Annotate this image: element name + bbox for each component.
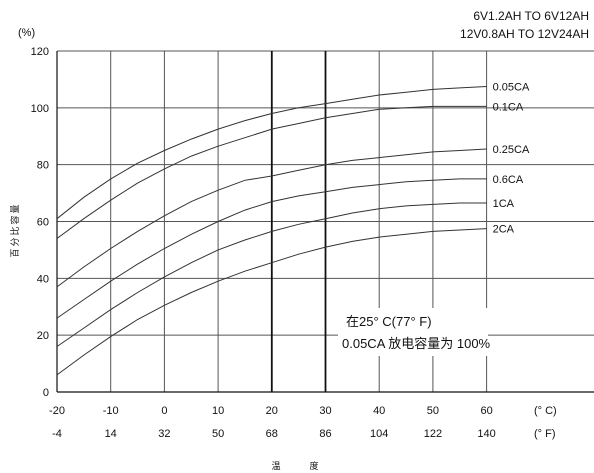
x-tick-label-f: 14 <box>105 428 117 440</box>
x-tick-label-f: 140 <box>477 428 495 440</box>
x-tick-label-c: 60 <box>480 405 492 417</box>
y-tick-label: 80 <box>37 160 49 172</box>
x-tick-label-c: -10 <box>103 405 119 417</box>
x-unit-celsius: (° C) <box>534 405 557 417</box>
series-label-0.6CA: 0.6CA <box>493 174 524 186</box>
y-tick-label: 60 <box>37 217 49 229</box>
x-tick-label-f: 50 <box>212 428 224 440</box>
y-unit: (%) <box>18 27 35 39</box>
y-tick-label: 120 <box>31 46 49 58</box>
series-line-0.25CA <box>56 148 487 288</box>
header-line-2: 12V0.8AH TO 12V24AH <box>460 27 589 41</box>
series-lines <box>56 86 487 376</box>
x-tick-label-f: 122 <box>424 428 442 440</box>
x-tick-label-c: 40 <box>373 405 385 417</box>
x-tick-label-f: 32 <box>158 428 170 440</box>
annotation-line-1: 在25° C(77° F) <box>346 314 432 329</box>
labels: 020406080100120-20-4-1014032105020683086… <box>9 9 589 471</box>
x-tick-label-c: 50 <box>427 405 439 417</box>
x-tick-label-f: 86 <box>319 428 331 440</box>
annotation-box <box>338 308 488 356</box>
x-axis-title: 温 度 <box>271 460 328 471</box>
series-label-0.1CA: 0.1CA <box>493 101 524 113</box>
y-tick-label: 100 <box>31 103 49 115</box>
x-tick-label-c: 0 <box>161 405 167 417</box>
header-line-1: 6V1.2AH TO 6V12AH <box>473 9 589 23</box>
y-axis-title: 百分比容量 <box>9 202 20 257</box>
series-label-1CA: 1CA <box>493 198 515 210</box>
x-tick-label-c: -20 <box>49 405 65 417</box>
series-line-0.1CA <box>56 105 487 239</box>
x-tick-label-f: -4 <box>52 428 62 440</box>
y-tick-label: 20 <box>37 330 49 342</box>
x-tick-label-c: 20 <box>266 405 278 417</box>
series-label-2CA: 2CA <box>493 224 515 236</box>
series-line-1CA <box>56 202 487 347</box>
y-tick-label: 0 <box>43 387 49 399</box>
x-tick-label-c: 30 <box>319 405 331 417</box>
series-label-0.05CA: 0.05CA <box>493 82 530 94</box>
series-line-0.6CA <box>56 178 487 319</box>
annotation-line-2: 0.05CA 放电容量为 100% <box>342 336 491 351</box>
y-tick-label: 40 <box>37 273 49 285</box>
series-label-0.25CA: 0.25CA <box>493 144 530 156</box>
x-tick-label-c: 10 <box>212 405 224 417</box>
x-unit-fahrenheit: (° F) <box>534 428 556 440</box>
axes <box>56 51 594 393</box>
x-tick-label-f: 68 <box>266 428 278 440</box>
series-line-0.05CA <box>56 86 487 220</box>
x-tick-label-f: 104 <box>370 428 388 440</box>
series-line-2CA <box>56 228 487 376</box>
